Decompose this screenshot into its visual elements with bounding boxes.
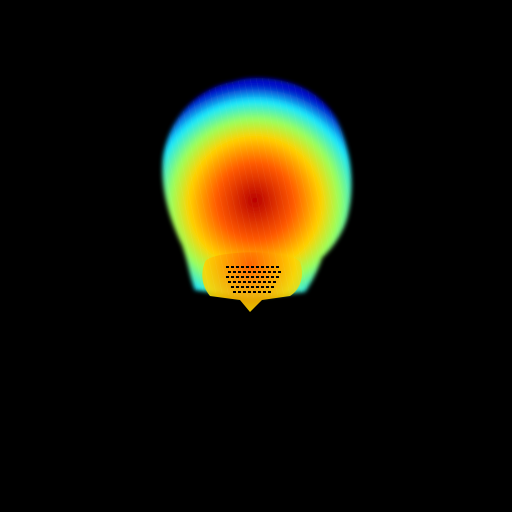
artifact-dot: [228, 271, 231, 273]
artifact-dot: [228, 281, 231, 283]
artifact-dot: [256, 286, 259, 288]
artifact-dot: [266, 286, 269, 288]
artifact-dot: [263, 281, 266, 283]
artifact-dot: [231, 266, 234, 268]
artifact-dot: [233, 291, 236, 293]
artifact-dot: [241, 276, 244, 278]
artifact-dot: [246, 286, 249, 288]
artifact-dot: [248, 291, 251, 293]
artifact-dot: [243, 291, 246, 293]
artifact-dot: [258, 281, 261, 283]
artifact-dot: [238, 291, 241, 293]
artifact-dot: [236, 276, 239, 278]
artifact-dot: [258, 271, 261, 273]
hair-texture: [162, 78, 352, 298]
artifact-dot: [233, 281, 236, 283]
artifact-dot: [248, 271, 251, 273]
artifact-dot: [273, 271, 276, 273]
artifact-dot: [253, 271, 256, 273]
artifact-dot: [251, 266, 254, 268]
artifact-dot: [243, 281, 246, 283]
artifact-dot: [243, 271, 246, 273]
artifact-dot: [236, 266, 239, 268]
artifact-dot: [271, 276, 274, 278]
artifact-dot: [263, 291, 266, 293]
artifact-dot: [271, 286, 274, 288]
artifact-dot: [258, 291, 261, 293]
artifact-dot: [251, 286, 254, 288]
artifact-dot: [238, 281, 241, 283]
artifact-dot: [266, 266, 269, 268]
artifact-dot: [253, 281, 256, 283]
artifact-dot: [261, 286, 264, 288]
artifact-dot: [236, 286, 239, 288]
artifact-dot: [268, 281, 271, 283]
artifact-dot: [231, 286, 234, 288]
artifact-dot: [241, 286, 244, 288]
artifact-dot: [278, 271, 281, 273]
artifact-dot: [271, 266, 274, 268]
artifact-dot: [273, 281, 276, 283]
artifact-dot: [261, 266, 264, 268]
artifact-dot: [268, 291, 271, 293]
artifact-dot: [276, 266, 279, 268]
scan-artifact-dots: [226, 266, 281, 293]
artifact-dot: [251, 276, 254, 278]
artifact-dot: [263, 271, 266, 273]
artifact-dot: [248, 281, 251, 283]
artifact-dot: [256, 266, 259, 268]
artifact-dot: [231, 276, 234, 278]
artifact-dot: [256, 276, 259, 278]
artifact-dot: [226, 276, 229, 278]
artifact-dot: [246, 266, 249, 268]
artifact-dot: [276, 276, 279, 278]
artifact-dot: [246, 276, 249, 278]
artifact-dot: [226, 266, 229, 268]
artifact-dot: [266, 276, 269, 278]
artifact-dot: [261, 276, 264, 278]
artifact-dot: [241, 266, 244, 268]
artifact-dot: [253, 291, 256, 293]
artifact-dot: [268, 271, 271, 273]
artifact-dot: [238, 271, 241, 273]
artifact-dot: [233, 271, 236, 273]
